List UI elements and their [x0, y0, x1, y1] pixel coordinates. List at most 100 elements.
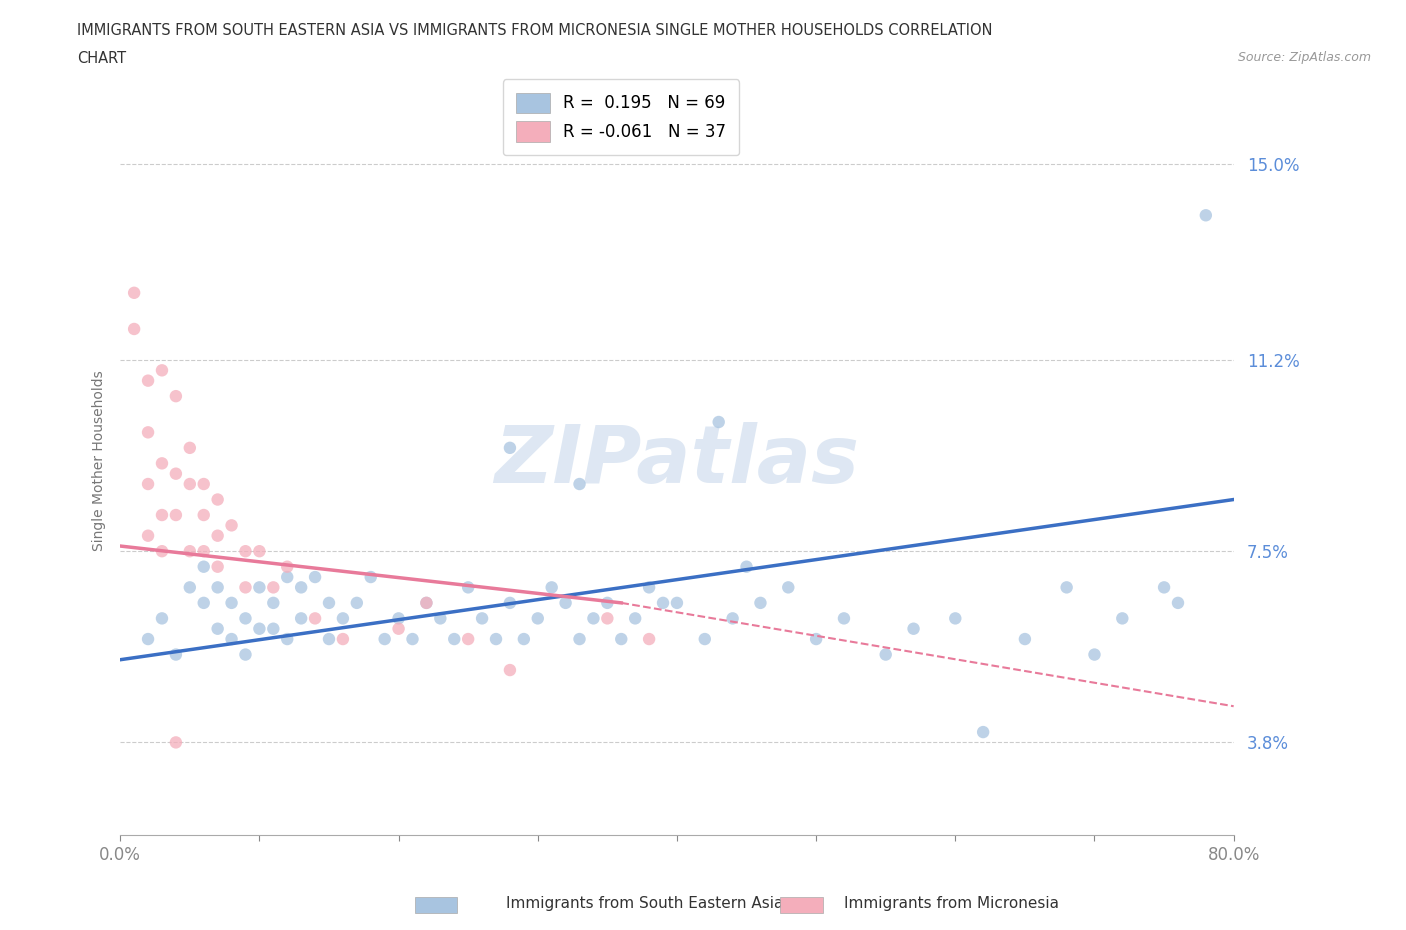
- Point: [499, 595, 522, 610]
- Point: [1167, 595, 1189, 610]
- Point: [1195, 207, 1218, 222]
- Point: [247, 580, 270, 595]
- Point: [1083, 647, 1105, 662]
- Point: [290, 580, 312, 595]
- Point: [262, 595, 284, 610]
- Point: [179, 544, 201, 559]
- Point: [596, 611, 619, 626]
- Point: [136, 631, 159, 646]
- Point: [582, 611, 605, 626]
- Point: [485, 631, 508, 646]
- Text: Immigrants from South Eastern Asia: Immigrants from South Eastern Asia: [506, 897, 783, 911]
- Point: [972, 724, 994, 739]
- Point: [165, 389, 187, 404]
- Point: [247, 621, 270, 636]
- Point: [457, 631, 479, 646]
- Point: [1111, 611, 1133, 626]
- Point: [262, 621, 284, 636]
- Point: [526, 611, 548, 626]
- Point: [290, 611, 312, 626]
- Point: [332, 611, 354, 626]
- Legend: R =  0.195   N = 69, R = -0.061   N = 37: R = 0.195 N = 69, R = -0.061 N = 37: [503, 79, 740, 155]
- Point: [721, 611, 744, 626]
- Point: [221, 631, 243, 646]
- Point: [165, 508, 187, 523]
- Point: [749, 595, 772, 610]
- Point: [318, 631, 340, 646]
- Point: [136, 528, 159, 543]
- Point: [136, 425, 159, 440]
- Point: [150, 508, 173, 523]
- Point: [304, 611, 326, 626]
- Point: [568, 631, 591, 646]
- Point: [346, 595, 368, 610]
- Point: [778, 580, 800, 595]
- Point: [471, 611, 494, 626]
- Point: [207, 621, 229, 636]
- Point: [262, 580, 284, 595]
- Point: [193, 544, 215, 559]
- Text: IMMIGRANTS FROM SOUTH EASTERN ASIA VS IMMIGRANTS FROM MICRONESIA SINGLE MOTHER H: IMMIGRANTS FROM SOUTH EASTERN ASIA VS IM…: [77, 23, 993, 38]
- Y-axis label: Single Mother Households: Single Mother Households: [93, 370, 107, 551]
- Point: [415, 595, 437, 610]
- Text: Source: ZipAtlas.com: Source: ZipAtlas.com: [1237, 51, 1371, 64]
- Point: [513, 631, 536, 646]
- Point: [235, 544, 257, 559]
- Point: [150, 611, 173, 626]
- Point: [304, 569, 326, 584]
- Point: [707, 415, 730, 430]
- Point: [165, 647, 187, 662]
- Point: [235, 580, 257, 595]
- Point: [247, 544, 270, 559]
- Point: [499, 662, 522, 677]
- Point: [207, 559, 229, 574]
- Text: CHART: CHART: [77, 51, 127, 66]
- Point: [165, 466, 187, 481]
- Point: [276, 631, 298, 646]
- Point: [652, 595, 675, 610]
- Point: [221, 595, 243, 610]
- Point: [610, 631, 633, 646]
- Point: [193, 476, 215, 491]
- Text: ZIPatlas: ZIPatlas: [495, 422, 859, 499]
- Point: [318, 595, 340, 610]
- Point: [179, 580, 201, 595]
- Point: [943, 611, 966, 626]
- Point: [136, 476, 159, 491]
- Point: [235, 647, 257, 662]
- Point: [179, 441, 201, 456]
- Point: [1056, 580, 1078, 595]
- Point: [401, 631, 423, 646]
- Point: [150, 363, 173, 378]
- Point: [276, 559, 298, 574]
- Point: [638, 580, 661, 595]
- Point: [540, 580, 562, 595]
- Point: [387, 621, 409, 636]
- Point: [596, 595, 619, 610]
- Point: [360, 569, 382, 584]
- Point: [193, 559, 215, 574]
- Point: [875, 647, 897, 662]
- Point: [429, 611, 451, 626]
- Point: [903, 621, 925, 636]
- Point: [122, 286, 145, 300]
- Point: [332, 631, 354, 646]
- Point: [387, 611, 409, 626]
- Point: [457, 580, 479, 595]
- Point: [1153, 580, 1175, 595]
- Point: [193, 508, 215, 523]
- Point: [693, 631, 716, 646]
- Point: [804, 631, 827, 646]
- Point: [735, 559, 758, 574]
- Point: [207, 528, 229, 543]
- Point: [665, 595, 688, 610]
- Point: [150, 456, 173, 471]
- Point: [374, 631, 396, 646]
- Point: [499, 441, 522, 456]
- Point: [150, 544, 173, 559]
- Point: [638, 631, 661, 646]
- Point: [165, 735, 187, 750]
- Point: [443, 631, 465, 646]
- Point: [136, 373, 159, 388]
- Point: [221, 518, 243, 533]
